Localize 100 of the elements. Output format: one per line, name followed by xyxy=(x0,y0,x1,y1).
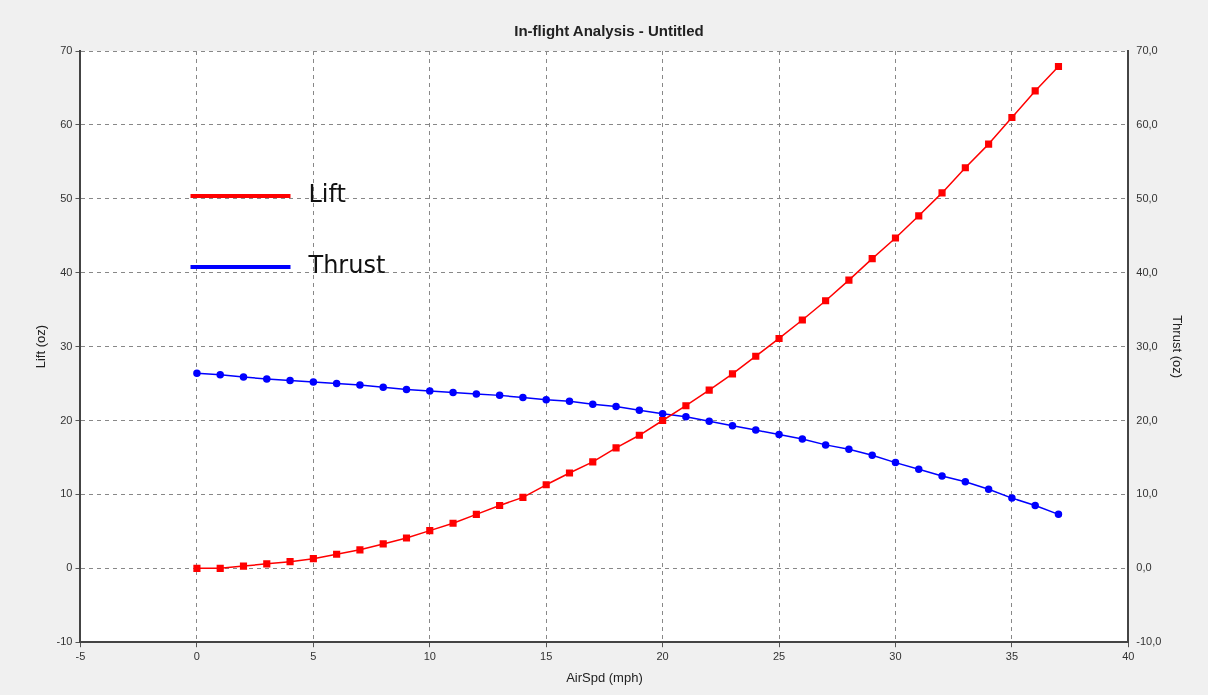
point xyxy=(309,555,317,563)
point xyxy=(891,458,900,467)
legend-label: Thrust xyxy=(307,251,386,280)
y-tick-label: 50 xyxy=(60,191,73,204)
point xyxy=(845,445,853,454)
point xyxy=(565,469,574,477)
point xyxy=(752,352,760,360)
legend-label: Lift xyxy=(308,180,346,209)
point xyxy=(868,451,876,459)
point xyxy=(449,388,457,397)
x-tick-label: 25 xyxy=(772,649,786,662)
point xyxy=(1054,62,1063,71)
y-tick-label: 60 xyxy=(60,117,73,130)
y2-tick-label: 10,0 xyxy=(1136,487,1158,500)
point xyxy=(984,485,993,493)
point xyxy=(1031,87,1039,95)
point xyxy=(705,386,713,394)
y2-tick-label: 60,0 xyxy=(1136,117,1158,130)
point xyxy=(216,370,224,379)
point xyxy=(519,493,527,501)
y2-tick-label: 0,0 xyxy=(1136,561,1152,574)
point xyxy=(775,334,783,343)
x-tick-label: 10 xyxy=(423,649,436,662)
point xyxy=(542,396,550,404)
point xyxy=(728,370,737,378)
point xyxy=(635,431,643,439)
point xyxy=(822,297,830,305)
x-tick-label: 5 xyxy=(310,649,317,662)
point xyxy=(938,472,946,480)
point xyxy=(356,381,364,389)
point xyxy=(705,417,713,425)
point xyxy=(845,276,853,284)
point xyxy=(728,421,737,430)
y-tick-label: 20 xyxy=(60,413,73,426)
y-tick-label: -10 xyxy=(56,635,73,648)
point xyxy=(472,390,481,398)
x-tick-label: 35 xyxy=(1005,649,1019,662)
y2-tick-label: 70,0 xyxy=(1136,44,1158,57)
point xyxy=(309,378,318,386)
x-tick-label: 0 xyxy=(193,649,200,662)
point xyxy=(333,550,341,558)
point xyxy=(379,383,387,391)
point xyxy=(985,140,993,148)
point xyxy=(775,430,783,439)
point xyxy=(565,397,574,406)
point xyxy=(542,481,550,489)
point xyxy=(239,562,248,570)
x-axis-title: AirSpd (mph) xyxy=(566,669,643,685)
chart-title: In-flight Analysis - Untitled xyxy=(514,22,704,40)
point xyxy=(915,212,923,220)
point xyxy=(286,558,294,566)
y2-tick-label: 30,0 xyxy=(1136,339,1158,352)
point xyxy=(682,402,690,410)
point xyxy=(426,387,434,395)
point xyxy=(821,441,830,449)
x-tick-label: -5 xyxy=(75,649,86,662)
point xyxy=(239,373,248,381)
point xyxy=(938,189,946,197)
y-tick-label: 40 xyxy=(60,265,73,278)
point xyxy=(1008,494,1016,502)
point xyxy=(1031,501,1039,510)
y2-tick-label: 50,0 xyxy=(1136,191,1158,204)
point xyxy=(496,501,504,510)
point xyxy=(752,426,760,434)
y-tick-label: 30 xyxy=(60,339,73,352)
point xyxy=(961,164,969,172)
x-tick-label: 15 xyxy=(540,649,553,662)
x-tick-label: 20 xyxy=(656,649,669,662)
point xyxy=(402,534,411,542)
point xyxy=(589,400,597,408)
y2-tick-label: 40,0 xyxy=(1136,265,1158,278)
y2-tick-label: 20,0 xyxy=(1136,413,1158,426)
point xyxy=(263,375,271,383)
point xyxy=(682,413,690,421)
point xyxy=(402,385,411,394)
point xyxy=(193,564,201,572)
point xyxy=(658,410,667,418)
y-tick-label: 70 xyxy=(60,44,73,57)
y2-tick-label: -10,0 xyxy=(1136,635,1162,648)
point xyxy=(1008,113,1016,122)
point xyxy=(472,510,480,518)
point xyxy=(286,376,294,385)
point xyxy=(798,316,806,324)
point xyxy=(1054,510,1063,519)
point xyxy=(426,527,434,535)
point xyxy=(589,458,597,466)
point xyxy=(379,540,387,548)
y2-axis-title: Thrust (oz) xyxy=(1169,315,1185,379)
point xyxy=(216,564,224,572)
point xyxy=(449,519,457,527)
point xyxy=(356,546,364,554)
point xyxy=(961,478,970,486)
point xyxy=(635,406,644,414)
point xyxy=(263,560,271,568)
y-axis-title: Lift (oz) xyxy=(33,324,49,369)
point xyxy=(659,416,667,425)
point xyxy=(891,234,900,242)
y-tick-label: 0 xyxy=(66,561,73,574)
point xyxy=(193,369,201,377)
point xyxy=(332,379,341,388)
